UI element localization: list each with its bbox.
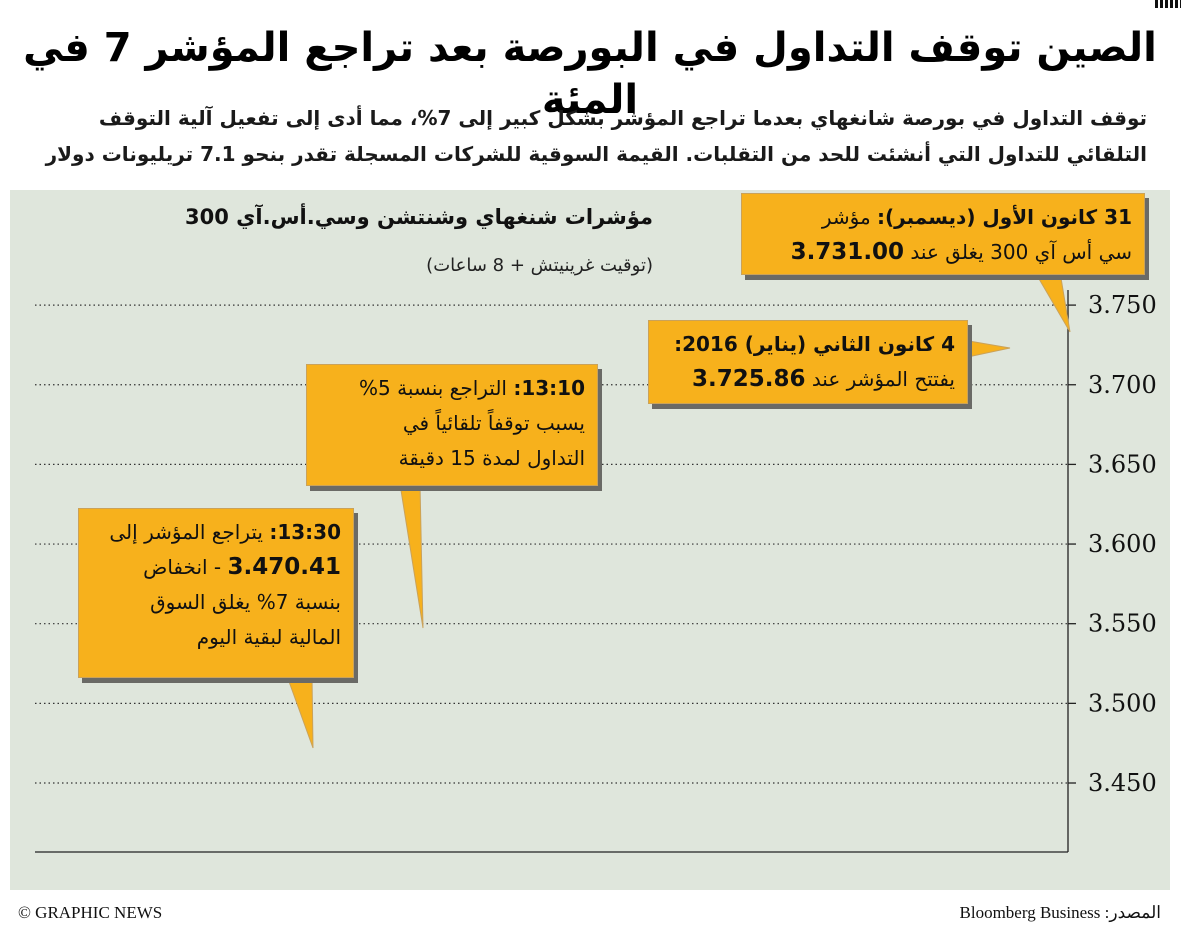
callout-jan4-pointer [962, 339, 1011, 359]
callout-1330-line1: يتراجع المؤشر إلى [109, 520, 270, 544]
y-tick-label-2: 3.550 [1088, 610, 1157, 638]
callout-1310-pointer [399, 483, 424, 629]
callout-jan4-label: 4 كانون الثاني (يناير) 2016: [674, 332, 955, 356]
callout-1330-line4: المالية لبقية اليوم [196, 625, 341, 649]
callout-1310: 13:10: التراجع بنسبة 5% يسبب توقفاً تلقا… [306, 364, 598, 486]
y-tick-label-5: 3.700 [1088, 371, 1157, 399]
y-tick-label-1: 3.500 [1088, 689, 1157, 717]
callout-dec31: 31 كانون الأول (ديسمبر): مؤشر سي أس آي 3… [741, 193, 1145, 275]
callout-dec31-line2: سي أس آي 300 يغلق عند [910, 240, 1132, 264]
callout-dec31-label: 31 كانون الأول (ديسمبر): [877, 205, 1132, 229]
callout-1330-line2: - انخفاض [143, 555, 228, 579]
chart-header: مؤشرات شنغهاي وشنتشن وسي.أس.آي 300 [185, 205, 653, 229]
callout-1310-line2: يسبب توقفاً تلقائياً في [402, 411, 585, 435]
y-tick-label-4: 3.650 [1088, 450, 1157, 478]
callout-1310-line3: التداول لمدة 15 دقيقة [398, 446, 585, 470]
y-tick-label-6: 3.750 [1088, 291, 1157, 319]
callout-1310-line1: التراجع بنسبة 5% [359, 376, 514, 400]
callout-jan4-line2: يفتتح المؤشر عند [811, 367, 955, 391]
source-text: المصدر: Bloomberg Business [959, 903, 1161, 922]
callout-jan4: 4 كانون الثاني (يناير) 2016: يفتتح المؤش… [648, 320, 968, 404]
callout-1330-pointer [286, 675, 314, 749]
subtitle: توقف التداول في بورصة شانغهاي بعدما تراج… [45, 106, 1147, 166]
credit-text: © GRAPHIC NEWS [18, 903, 163, 922]
callout-dec31-line1: مؤشر [821, 205, 878, 229]
chart-timezone-note: (توقيت غرينيتش + 8 ساعات) [426, 255, 653, 276]
callout-dec31-value: 3.731.00 [790, 239, 905, 265]
top-rule [0, 0, 1181, 8]
callout-1330-value: 3.470.41 [227, 554, 342, 580]
y-tick-label-0: 3.450 [1088, 769, 1157, 797]
callout-1330-line3: بنسبة 7% يغلق السوق [150, 590, 341, 614]
callout-1310-label: 13:10: [513, 376, 585, 400]
callout-jan4-value: 3.725.86 [691, 366, 806, 392]
callout-dec31-pointer [1034, 271, 1071, 333]
callout-1330-label: 13:30: [269, 520, 341, 544]
callout-1330: 13:30: يتراجع المؤشر إلى 3.470.41 - انخف… [78, 508, 354, 678]
page-title: الصين توقف التداول في البورصة بعد تراجع … [23, 25, 1157, 123]
y-tick-label-3: 3.600 [1088, 530, 1157, 558]
